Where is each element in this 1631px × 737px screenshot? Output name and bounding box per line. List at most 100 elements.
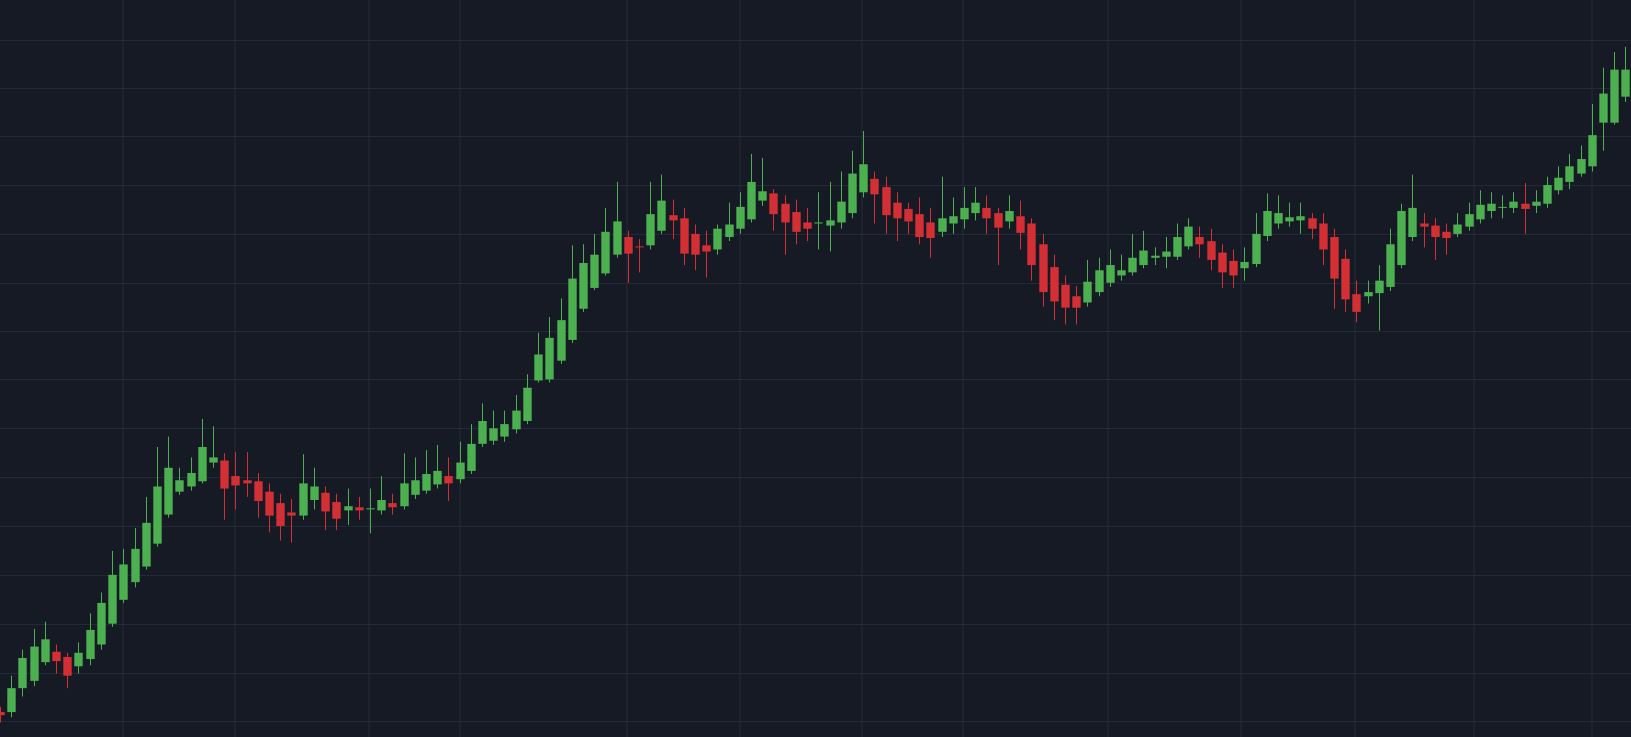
- candle-body: [1039, 244, 1048, 293]
- candle-body: [781, 203, 790, 223]
- candle-body: [1296, 216, 1305, 221]
- candle-body: [1061, 284, 1070, 308]
- candle-body: [1252, 233, 1261, 265]
- candle-body: [131, 548, 140, 583]
- candle-body: [1319, 223, 1328, 250]
- candle-body: [523, 387, 532, 421]
- candle-body: [108, 574, 117, 624]
- candle-body: [691, 233, 700, 255]
- candle-body: [1386, 244, 1395, 287]
- candle-body: [568, 278, 577, 340]
- candle-body: [747, 181, 756, 220]
- candle-body: [1308, 218, 1317, 229]
- candle-body: [500, 424, 509, 437]
- candle-body: [870, 178, 879, 195]
- candle-body: [478, 420, 487, 444]
- candle-body: [243, 480, 252, 484]
- candle-body: [1588, 135, 1597, 167]
- candle-body: [557, 320, 566, 361]
- candle-body: [1005, 211, 1014, 222]
- candle-body: [680, 218, 689, 254]
- candle-body: [1431, 225, 1440, 238]
- candle-body: [1195, 237, 1204, 245]
- candle-body: [1420, 223, 1429, 227]
- candle-body: [579, 262, 588, 309]
- candle-body: [1263, 211, 1272, 236]
- candle-body: [1027, 223, 1036, 266]
- candle-body: [209, 457, 218, 463]
- candle-body: [7, 688, 16, 713]
- candle-body: [1173, 237, 1182, 257]
- candle-body: [1016, 216, 1025, 233]
- candle-body: [310, 486, 319, 500]
- candle-body: [882, 187, 891, 216]
- candle-body: [915, 214, 924, 238]
- candle-body: [1375, 280, 1384, 294]
- candle-body: [1207, 241, 1216, 260]
- candle-body: [1050, 267, 1059, 302]
- candle-body: [433, 470, 442, 485]
- candle-body: [893, 202, 902, 219]
- candle-body: [803, 222, 812, 229]
- candle-body: [1442, 231, 1451, 239]
- candle-body: [456, 462, 465, 480]
- candle-body: [1453, 224, 1462, 234]
- candle-body: [1532, 201, 1541, 206]
- candle-body: [725, 224, 734, 238]
- candle-body: [971, 202, 980, 214]
- candle-body: [1151, 255, 1160, 258]
- candle-body: [769, 193, 778, 215]
- candle-body: [1487, 203, 1496, 212]
- candle-body: [1274, 213, 1283, 224]
- candle-body: [1521, 203, 1530, 209]
- candle-body: [467, 443, 476, 471]
- candle-body: [164, 467, 173, 515]
- candle-body: [1128, 257, 1137, 273]
- candle-body: [287, 512, 296, 516]
- candle-body: [52, 651, 61, 662]
- candle-body: [635, 246, 644, 248]
- candle-body: [1476, 204, 1485, 220]
- candle-body: [613, 221, 622, 255]
- candle-body: [444, 476, 453, 484]
- candle-body: [949, 216, 958, 224]
- candle-body: [1341, 258, 1350, 300]
- candle-body: [198, 446, 207, 482]
- candle-body: [657, 200, 666, 231]
- candle-body: [1117, 270, 1126, 276]
- candle-body: [848, 173, 857, 214]
- candle-body: [97, 602, 106, 645]
- candle-body: [41, 639, 50, 663]
- candle-body: [758, 191, 767, 201]
- candle-body: [1330, 237, 1339, 279]
- candle-body: [153, 486, 162, 544]
- candle-body: [254, 481, 263, 502]
- candle-body: [1139, 250, 1148, 266]
- candle-body: [1072, 296, 1081, 308]
- candle-body: [63, 656, 72, 676]
- candle-body: [512, 410, 521, 430]
- candle-body: [938, 218, 947, 232]
- candle-body: [837, 201, 846, 223]
- candle-body: [1285, 217, 1294, 222]
- candle-body: [1352, 294, 1361, 312]
- candle-body: [1095, 270, 1104, 293]
- candle-body: [30, 646, 39, 681]
- candle-body: [1554, 177, 1563, 191]
- candle-body: [74, 652, 83, 667]
- candle-body: [1498, 206, 1507, 208]
- candle-body: [826, 220, 835, 226]
- candle-body: [534, 354, 543, 381]
- vertical-grid: [122, 0, 1593, 737]
- candle-body: [1184, 226, 1193, 247]
- candle-body: [175, 480, 184, 492]
- candle-body: [792, 212, 801, 232]
- candle-body: [366, 508, 375, 510]
- candle-body: [86, 629, 95, 660]
- candle-body: [646, 214, 655, 246]
- candle-body: [982, 207, 991, 219]
- candle-body: [1610, 69, 1619, 123]
- candle-body: [994, 213, 1003, 228]
